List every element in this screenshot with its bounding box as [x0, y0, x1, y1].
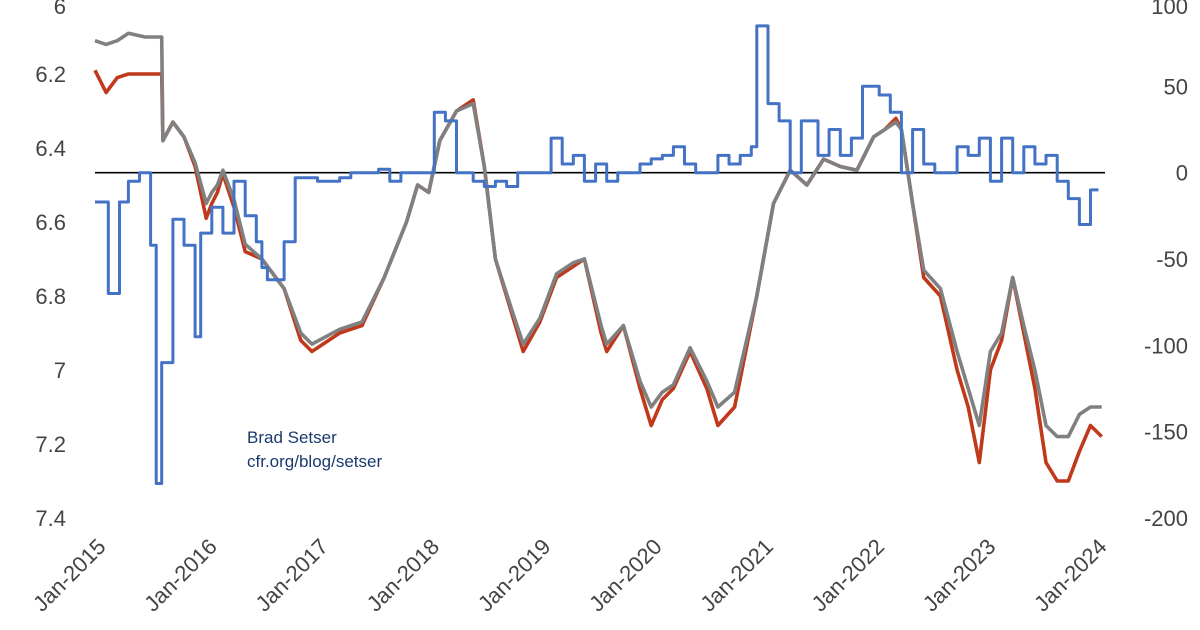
right-tick-label: 100: [1151, 0, 1188, 19]
x-tick-label: Jan-2015: [28, 534, 111, 617]
right-tick-label: -100: [1144, 333, 1188, 358]
right-axis-tick-labels: 100 50 0 -50 -100 -150 -200: [1144, 0, 1188, 531]
x-tick-label: Jan-2022: [807, 534, 890, 617]
left-tick-label: 7.4: [35, 506, 66, 531]
left-tick-label: 6.4: [35, 136, 66, 161]
x-tick-label: Jan-2019: [473, 534, 556, 617]
left-tick-label: 6.6: [35, 210, 66, 235]
series-lines: [93, 24, 1103, 485]
x-tick-label: Jan-2024: [1029, 534, 1112, 617]
right-tick-label: -50: [1156, 247, 1188, 272]
x-tick-label: Jan-2021: [695, 534, 778, 617]
credit-author: Brad Setser: [247, 428, 337, 447]
x-tick-label: Jan-2018: [362, 534, 445, 617]
credit-url: cfr.org/blog/setser: [247, 452, 382, 471]
x-tick-label: Jan-2017: [250, 534, 333, 617]
left-tick-label: 7.2: [35, 432, 66, 457]
left-tick-label: 6: [54, 0, 66, 19]
right-tick-label: 50: [1164, 74, 1188, 99]
series-line-2: [94, 31, 1102, 439]
x-tick-label: Jan-2023: [918, 534, 1001, 617]
left-tick-label: 6.8: [35, 284, 66, 309]
x-axis-tick-labels: Jan-2015 Jan-2016 Jan-2017 Jan-2018 Jan-2019…: [28, 534, 1112, 617]
x-tick-label: Jan-2016: [139, 534, 222, 617]
left-tick-label: 7: [54, 358, 66, 383]
series-line-1: [93, 69, 1103, 483]
left-tick-label: 6.2: [35, 62, 66, 87]
left-axis-tick-labels: 6 6.2 6.4 6.6 6.8 7 7.2 7.4: [35, 0, 66, 531]
right-tick-label: -150: [1144, 420, 1188, 445]
series-line-3: [95, 24, 1099, 485]
x-tick-label: Jan-2020: [584, 534, 667, 617]
right-tick-label: 0: [1176, 161, 1188, 186]
right-tick-label: -200: [1144, 506, 1188, 531]
